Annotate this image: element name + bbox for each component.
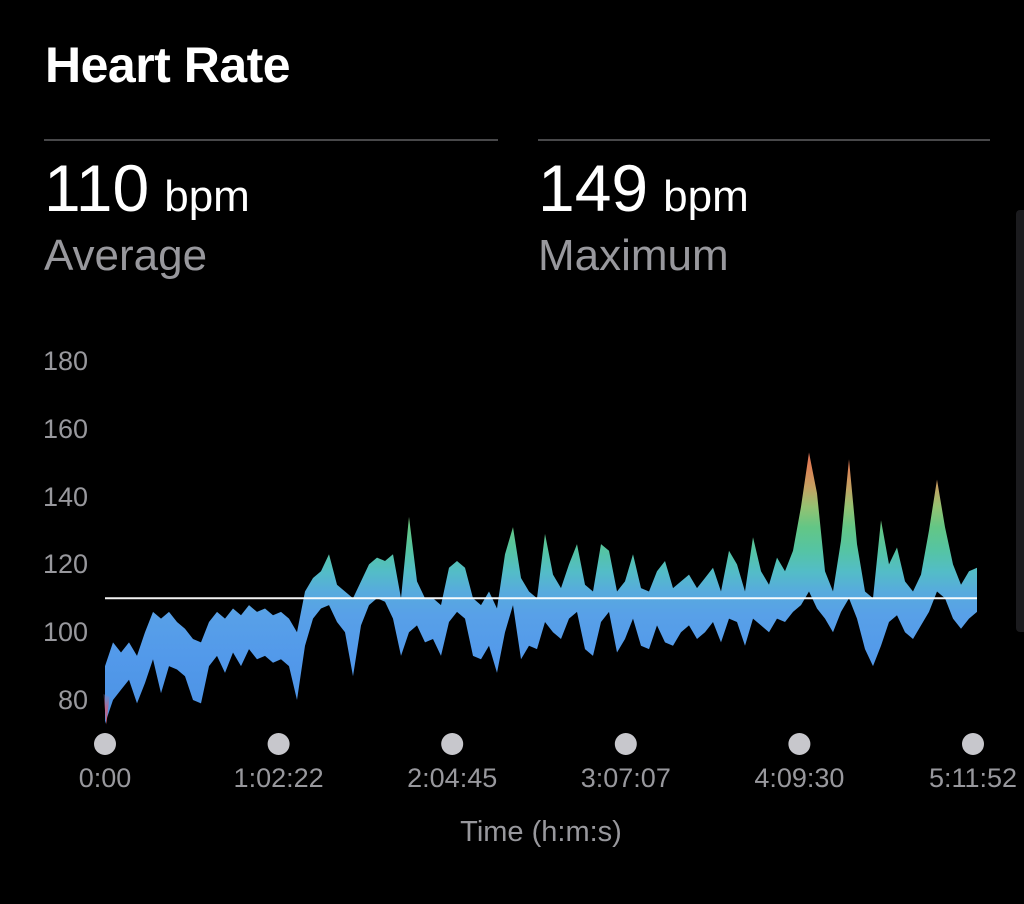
maximum-unit: bpm (663, 172, 749, 221)
y-axis-label: 100 (42, 617, 88, 648)
maximum-value-row: 149 bpm (538, 155, 990, 222)
average-value-row: 110 bpm (44, 155, 498, 222)
average-value: 110 (44, 151, 150, 225)
x-axis-label: 2:04:45 (407, 763, 498, 793)
divider (538, 139, 990, 141)
x-axis-tick-dot (962, 733, 984, 755)
y-axis-label: 140 (42, 481, 88, 512)
divider (44, 139, 498, 141)
x-axis-tick-dot (94, 733, 116, 755)
x-axis-tick-dot (441, 733, 464, 755)
maximum-value: 149 (538, 151, 649, 225)
x-axis-tick-dot (267, 733, 290, 755)
stat-average: 110 bpm Average (44, 139, 498, 281)
x-axis-label: 0:00 (78, 763, 132, 793)
y-axis-label: 180 (42, 346, 88, 376)
average-unit: bpm (164, 172, 250, 221)
y-axis-label: 80 (57, 685, 88, 715)
y-axis-label: 120 (42, 549, 88, 580)
y-axis-label: 160 (42, 413, 88, 444)
stat-maximum: 149 bpm Maximum (538, 139, 990, 281)
page-title: Heart Rate (45, 37, 291, 93)
x-axis-label: 4:09:30 (754, 763, 845, 793)
start-dip-tip (103, 694, 110, 725)
x-axis-label: 5:11:52 (928, 763, 1018, 793)
heart-rate-series-band (105, 452, 977, 724)
x-axis-title: Time (h:m:s) (460, 816, 622, 848)
x-axis-label: 3:07:07 (580, 763, 671, 793)
average-label: Average (44, 231, 208, 280)
scrollbar-thumb[interactable] (1016, 210, 1024, 632)
x-axis-label: 1:02:22 (233, 763, 324, 793)
x-axis-tick-dot (614, 733, 637, 755)
x-axis-tick-dot (788, 733, 811, 755)
maximum-label: Maximum (538, 231, 729, 280)
